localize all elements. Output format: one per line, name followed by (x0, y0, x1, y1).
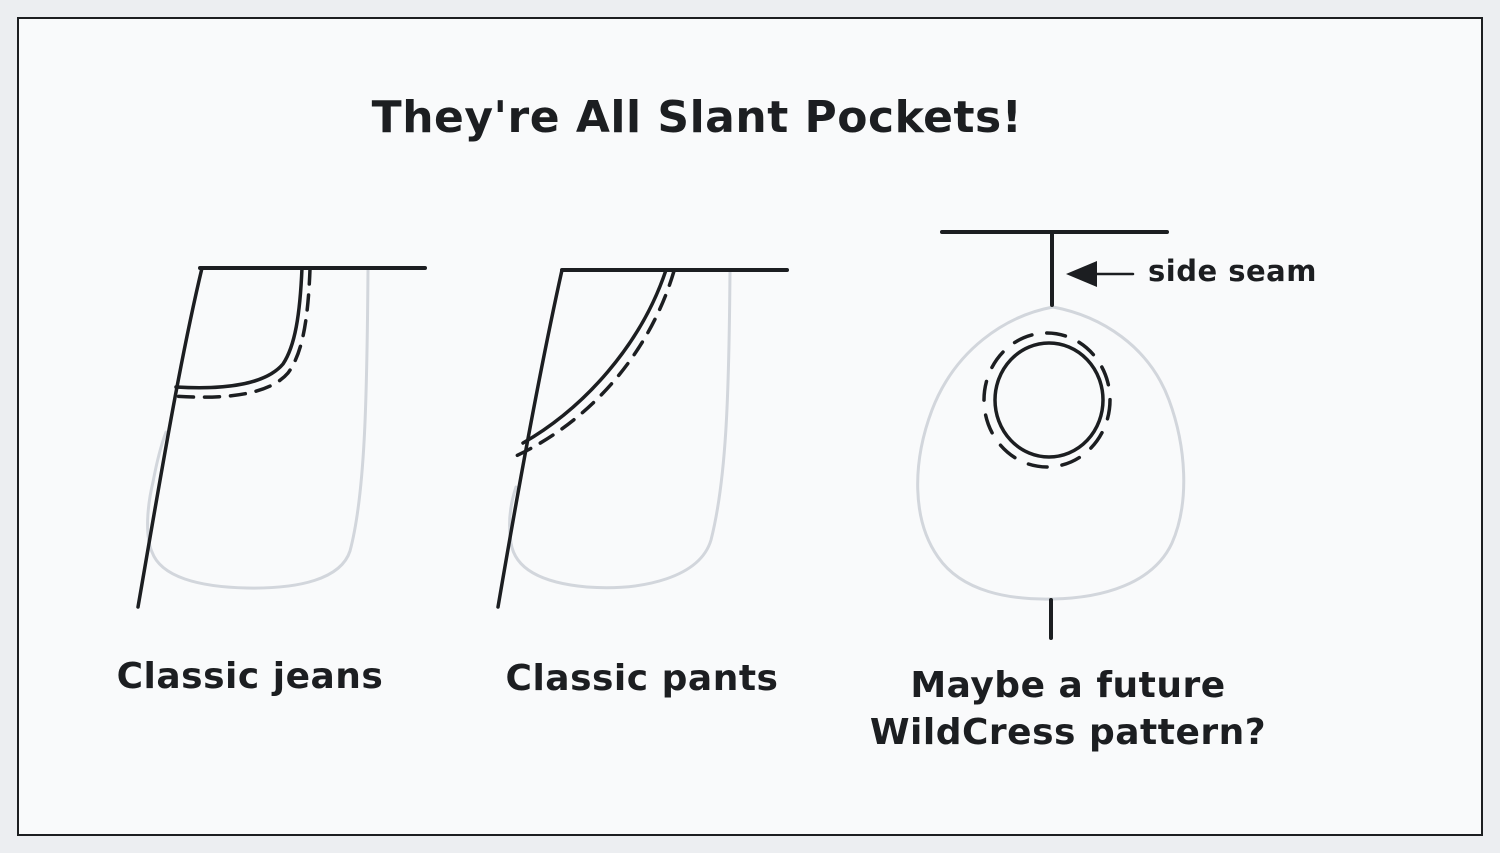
classic-pants-label: Classic pants (505, 658, 779, 699)
wildcress-label-line1: Maybe a future (910, 665, 1226, 706)
wildcress-label: Maybe a future WildCress pattern? (858, 662, 1278, 756)
side-seam-label: side seam (1148, 254, 1317, 288)
page-title: They're All Slant Pockets! (371, 92, 1023, 143)
classic-jeans-label: Classic jeans (116, 656, 384, 697)
wildcress-label-line2: WildCress pattern? (869, 712, 1267, 753)
